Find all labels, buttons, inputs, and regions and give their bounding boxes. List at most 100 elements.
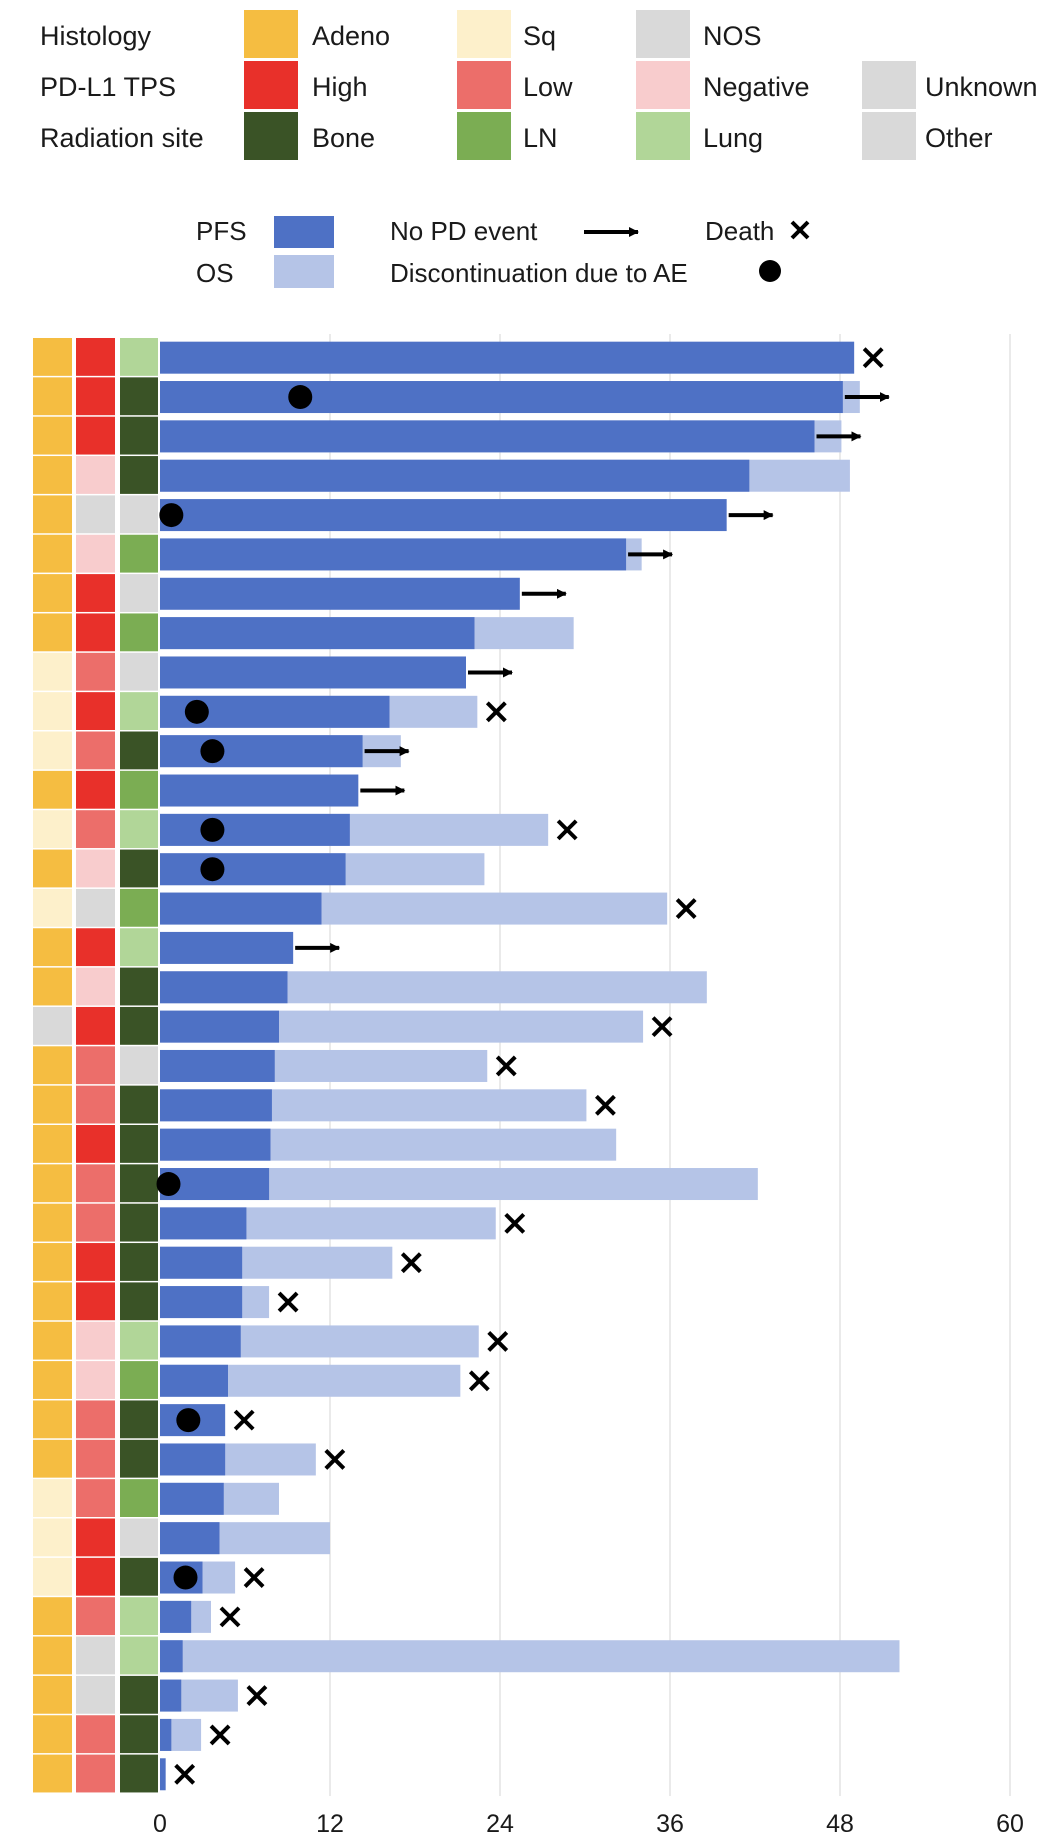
histology-cell xyxy=(33,1085,72,1124)
pfs-bar xyxy=(160,1718,172,1751)
legend-label-ae: Discontinuation due to AE xyxy=(390,258,688,288)
death-cross-icon xyxy=(209,1724,231,1746)
pdl1-cell xyxy=(76,534,115,573)
legend-row-histology: Histology xyxy=(40,21,152,51)
histology-cell xyxy=(33,1557,72,1596)
pdl1-cell xyxy=(76,1203,115,1242)
death-cross-icon xyxy=(400,1252,422,1274)
histology-cell xyxy=(33,1006,72,1045)
pdl1-cell xyxy=(76,810,115,849)
pfs-bar xyxy=(160,971,288,1004)
site-cell xyxy=(120,1243,158,1281)
death-cross-icon xyxy=(651,1016,673,1038)
site-cell xyxy=(120,613,158,652)
pfs-bar xyxy=(160,1010,279,1043)
site-cell xyxy=(120,1597,158,1636)
x-tick-label: 36 xyxy=(656,1810,684,1838)
site-cell xyxy=(120,928,158,967)
pdl1-cell xyxy=(76,888,115,927)
legend-label-sq: Sq xyxy=(523,21,556,51)
pfs-bar xyxy=(160,892,322,925)
pfs-bar xyxy=(160,1325,241,1358)
death-cross-icon xyxy=(324,1449,346,1470)
grid xyxy=(329,334,1011,1796)
pdl1-cell xyxy=(76,1125,115,1163)
site-cell xyxy=(120,849,158,888)
pdl1-cell xyxy=(76,1243,115,1281)
bars xyxy=(160,341,900,1791)
x-axis: 0 12 24 36 48 60 xyxy=(153,1810,1024,1838)
pdl1-cell xyxy=(76,1518,115,1557)
site-cell xyxy=(120,1675,158,1714)
legend-row-radiation-site: Radiation site xyxy=(40,123,204,153)
pfs-bar xyxy=(160,1758,166,1791)
histology-cell xyxy=(33,849,72,888)
histology-cell xyxy=(33,1715,72,1754)
pfs-bar xyxy=(160,1600,192,1633)
death-cross-icon xyxy=(468,1370,490,1392)
site-cell xyxy=(120,1636,158,1675)
site-cell xyxy=(120,456,158,494)
ae-dot-icon xyxy=(288,385,313,410)
death-cross-icon xyxy=(243,1567,265,1588)
pfs-bar xyxy=(160,538,627,571)
legend-dot-icon xyxy=(759,260,781,282)
histology-cell xyxy=(33,888,72,927)
death-cross-icon xyxy=(487,1331,509,1352)
pfs-bar xyxy=(160,577,520,610)
site-cell xyxy=(120,810,158,849)
legend-label-high: High xyxy=(312,72,368,102)
legend-swatch-negative xyxy=(636,61,690,109)
x-tick-label: 60 xyxy=(996,1810,1024,1838)
pdl1-cell xyxy=(76,613,115,652)
pfs-bar xyxy=(160,931,294,964)
legend-swatch-other xyxy=(862,112,916,160)
pdl1-cell xyxy=(76,1597,115,1636)
pdl1-cell xyxy=(76,338,115,376)
pfs-bar xyxy=(160,1364,228,1397)
pfs-bar xyxy=(160,459,750,492)
site-cell xyxy=(120,1518,158,1557)
histology-cell xyxy=(33,1243,72,1281)
death-cross-icon xyxy=(504,1212,526,1234)
legend-cross-icon xyxy=(790,220,810,240)
pfs-bar xyxy=(160,1443,226,1476)
pfs-bar xyxy=(160,1207,247,1240)
legend-swatch-sq xyxy=(457,10,511,58)
pdl1-cell xyxy=(76,1046,115,1085)
ae-dot-icon xyxy=(156,1172,181,1197)
site-cell xyxy=(120,888,158,927)
histology-cell xyxy=(33,338,72,376)
site-cell xyxy=(120,967,158,1006)
legend-label-no-pd: No PD event xyxy=(390,216,538,246)
pfs-bar xyxy=(160,813,350,846)
markers xyxy=(156,347,890,1785)
pfs-bar xyxy=(160,1089,272,1122)
pfs-bar xyxy=(160,1286,243,1319)
pdl1-cell xyxy=(76,770,115,809)
pfs-bar xyxy=(160,1482,224,1515)
pdl1-cell xyxy=(76,928,115,967)
histology-cell xyxy=(33,613,72,652)
death-cross-icon xyxy=(556,819,578,841)
histology-cell xyxy=(33,1675,72,1714)
site-cell xyxy=(120,377,158,416)
site-cell xyxy=(120,1754,158,1793)
histology-cell xyxy=(33,416,72,455)
site-cell xyxy=(120,1006,158,1045)
pfs-bar xyxy=(160,1522,220,1555)
site-cell xyxy=(120,1479,158,1517)
legend-label-ln: LN xyxy=(523,123,558,153)
site-cell xyxy=(120,495,158,534)
legend-label-adeno: Adeno xyxy=(312,21,390,51)
pdl1-cell xyxy=(76,692,115,730)
histology-cell xyxy=(33,731,72,770)
histology-cell xyxy=(33,1046,72,1085)
histology-cell xyxy=(33,377,72,416)
ae-dot-icon xyxy=(184,699,209,724)
pfs-bar xyxy=(160,420,815,453)
site-cell xyxy=(120,1715,158,1754)
pdl1-cell xyxy=(76,1282,115,1321)
pdl1-cell xyxy=(76,574,115,612)
